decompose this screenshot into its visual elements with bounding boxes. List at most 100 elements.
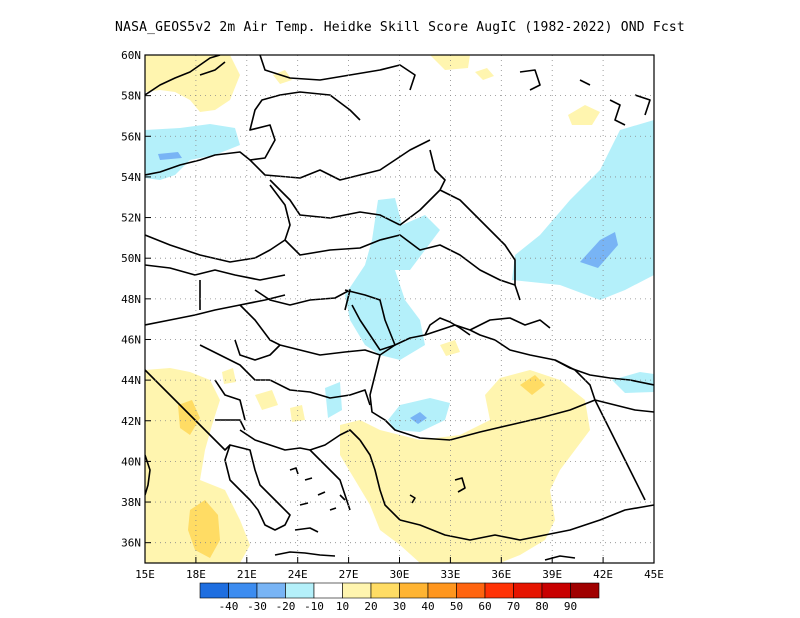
anomaly-blue-core-north xyxy=(158,152,182,160)
colorbar-label: 50 xyxy=(450,600,463,613)
border-central-europe xyxy=(145,264,286,326)
colorbar-label: -10 xyxy=(304,600,324,613)
colorbar-swatch xyxy=(285,582,315,599)
colorbar-swatch xyxy=(313,582,343,599)
colorbar-swatch xyxy=(199,582,229,599)
colorbar-swatch xyxy=(456,582,486,599)
coastline-azov xyxy=(469,317,551,331)
colorbar-label: 60 xyxy=(478,600,491,613)
lakes-russia xyxy=(519,69,651,126)
anomaly-blue-core-blacksea xyxy=(410,412,427,424)
colorbar-swatch xyxy=(228,582,258,599)
y-tick-label: 60N xyxy=(121,49,141,62)
colorbar-label: 40 xyxy=(421,600,434,613)
colorbar: -40 -30 -20 -10 10 20 30 40 50 60 70 80 90 xyxy=(199,582,600,613)
y-tick-label: 50N xyxy=(121,252,141,265)
x-tick-label: 18E xyxy=(186,568,206,581)
anomaly-light-yellow-small1 xyxy=(475,68,494,80)
x-tick-label: 30E xyxy=(390,568,410,581)
y-tick-label: 46N xyxy=(121,333,141,346)
colorbar-label: 70 xyxy=(507,600,520,613)
anomaly-light-yellow-topleft xyxy=(430,55,470,70)
x-tick-label: 42E xyxy=(593,568,613,581)
y-tick-label: 36N xyxy=(121,537,141,550)
anomaly-fields xyxy=(145,55,654,563)
border-belarus xyxy=(269,149,446,226)
x-tick-label: 21E xyxy=(237,568,257,581)
y-tick-label: 58N xyxy=(121,90,141,103)
border-romania-bulgaria xyxy=(279,344,381,356)
anomaly-light-yellow-crimea xyxy=(440,340,460,356)
colorbar-label: 90 xyxy=(564,600,577,613)
aegean-islands xyxy=(289,467,346,533)
x-tick-label: 39E xyxy=(542,568,562,581)
anomaly-light-blue-north xyxy=(145,124,240,180)
y-axis-ticks: 36N 38N 40N 42N 44N 46N 48N 50N 52N 54N 56N 58N 60N xyxy=(121,49,151,550)
border-turkey-east xyxy=(594,399,646,501)
x-tick-label: 24E xyxy=(288,568,308,581)
colorbar-swatch xyxy=(570,582,600,599)
colorbar-swatch xyxy=(342,582,372,599)
anomaly-light-yellow-anatolia xyxy=(340,370,590,563)
anomaly-light-yellow-balkan1 xyxy=(255,390,278,410)
y-tick-label: 40N xyxy=(121,455,141,468)
colorbar-label: 30 xyxy=(393,600,406,613)
colorbar-label: -30 xyxy=(247,600,267,613)
border-bulgaria-south xyxy=(269,379,371,406)
coastlines-and-borders xyxy=(145,55,654,561)
coastline-crete xyxy=(274,551,336,557)
coastline-cyprus xyxy=(544,555,576,561)
colorbar-swatch xyxy=(399,582,429,599)
lakes-turkey xyxy=(409,477,466,504)
colorbar-swatch xyxy=(370,582,400,599)
y-tick-label: 38N xyxy=(121,496,141,509)
x-tick-label: 45E xyxy=(644,568,664,581)
coastline-scandinavia xyxy=(145,55,226,96)
y-tick-label: 42N xyxy=(121,415,141,428)
y-tick-label: 54N xyxy=(121,171,141,184)
coastline-baltic xyxy=(145,91,361,176)
anomaly-light-yellow-greece xyxy=(145,368,250,563)
border-ukraine-north xyxy=(284,234,516,286)
anomaly-light-blue-ukraine xyxy=(345,198,440,360)
y-tick-label: 44N xyxy=(121,374,141,387)
anomaly-yellow-core-greece xyxy=(188,500,220,558)
colorbar-swatch xyxy=(427,582,457,599)
coastline-italy-tip xyxy=(145,454,151,496)
coastline-turkey-south xyxy=(359,439,654,541)
anomaly-light-yellow-balkan2 xyxy=(290,405,305,422)
anomaly-light-blue-east xyxy=(512,120,654,300)
anomaly-light-blue-caspian xyxy=(612,372,654,393)
coastline-adriatic xyxy=(145,369,246,451)
anomaly-light-yellow-balkan3 xyxy=(222,368,236,384)
colorbar-swatch xyxy=(484,582,514,599)
x-tick-label: 27E xyxy=(339,568,359,581)
colorbar-label: -40 xyxy=(219,600,239,613)
x-tick-label: 33E xyxy=(440,568,460,581)
coastline-crimea xyxy=(424,317,471,336)
anomaly-blue-core-east xyxy=(580,232,618,268)
border-baltic-states xyxy=(249,139,431,181)
y-tick-label: 56N xyxy=(121,130,141,143)
y-tick-label: 48N xyxy=(121,293,141,306)
colorbar-swatch xyxy=(541,582,571,599)
border-caucasus xyxy=(554,359,654,413)
colorbar-label: 10 xyxy=(336,600,349,613)
coastline-finland xyxy=(259,55,416,91)
colorbar-swatch xyxy=(256,582,286,599)
colorbar-label: 80 xyxy=(535,600,548,613)
x-axis-ticks: 15E 18E 21E 24E 27E 30E 33E 36E 39E 42E 45E xyxy=(135,557,664,581)
anomaly-yellow-core-anatolia xyxy=(520,375,545,395)
border-ukraine-east xyxy=(439,189,521,301)
border-poland xyxy=(145,184,291,263)
colorbar-label: -20 xyxy=(276,600,296,613)
colorbar-label: 20 xyxy=(364,600,377,613)
x-tick-label: 36E xyxy=(491,568,511,581)
map-title: NASA_GEOS5v2 2m Air Temp. Heidke Skill S… xyxy=(115,20,685,35)
colorbar-swatch xyxy=(513,582,543,599)
coastline-greece xyxy=(224,429,311,531)
x-tick-label: 15E xyxy=(135,568,155,581)
anomaly-light-blue-small xyxy=(325,382,342,418)
anomaly-light-yellow-small2 xyxy=(568,105,600,125)
